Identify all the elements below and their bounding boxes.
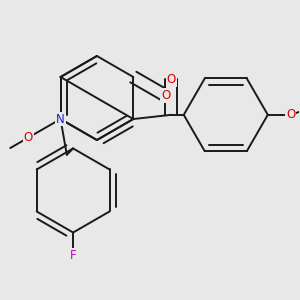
Text: N: N xyxy=(56,112,65,125)
Text: O: O xyxy=(167,73,176,85)
Text: F: F xyxy=(70,249,76,262)
Text: O: O xyxy=(161,89,171,102)
Text: O: O xyxy=(24,131,33,144)
Text: O: O xyxy=(286,108,296,121)
